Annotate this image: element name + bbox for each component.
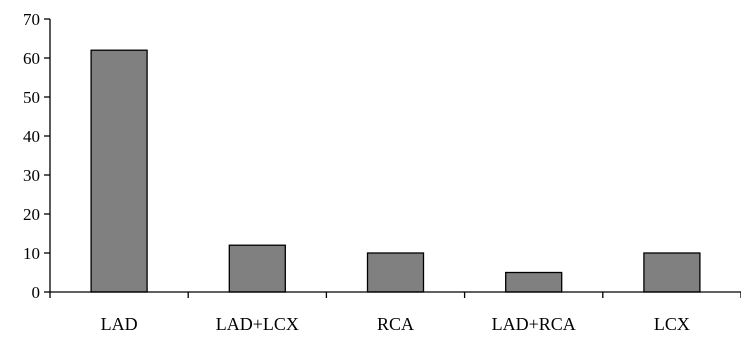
y-tick-label: 60 bbox=[23, 49, 40, 68]
x-axis-labels: LAD LAD+LCX RCA LAD+RCA LCX bbox=[101, 314, 690, 334]
y-tick-label: 70 bbox=[23, 10, 40, 29]
x-category-label: LAD bbox=[101, 314, 138, 334]
y-tick-label: 50 bbox=[23, 88, 40, 107]
y-tick-label: 40 bbox=[23, 127, 40, 146]
x-category-label: LAD+RCA bbox=[492, 314, 576, 334]
bar-lad-rca bbox=[505, 271, 563, 293]
bars-group bbox=[90, 49, 701, 293]
x-category-label: RCA bbox=[377, 314, 414, 334]
y-tick-label: 0 bbox=[32, 283, 41, 302]
y-axis-ticks: 0 10 20 30 40 50 60 70 bbox=[23, 10, 741, 302]
bar-lcx bbox=[643, 252, 701, 293]
x-category-label: LAD+LCX bbox=[216, 314, 299, 334]
bar-rca bbox=[366, 252, 425, 293]
bar-lad bbox=[90, 49, 148, 293]
y-tick-label: 10 bbox=[23, 244, 40, 263]
y-tick-label: 30 bbox=[23, 166, 40, 185]
y-tick-label: 20 bbox=[23, 205, 40, 224]
x-category-label: LCX bbox=[654, 314, 690, 334]
bar-lad-lcx bbox=[228, 244, 286, 293]
